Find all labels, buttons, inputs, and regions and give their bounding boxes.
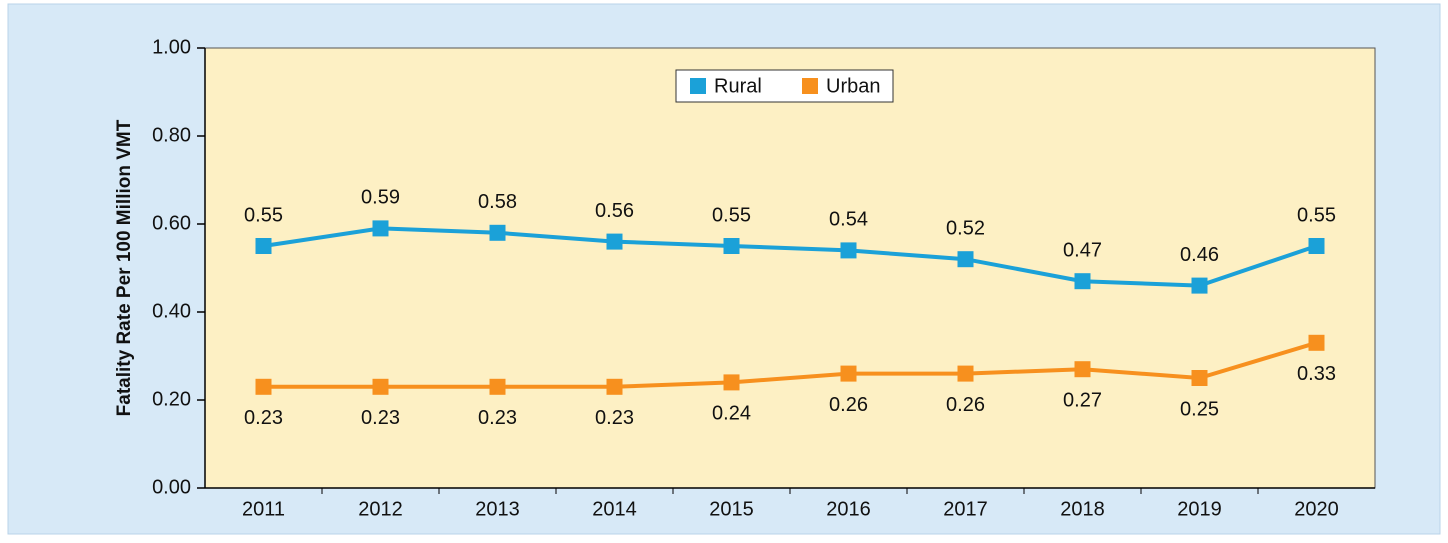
data-label: 0.56 (595, 200, 634, 222)
data-label: 0.23 (361, 407, 400, 429)
y-tick-label: 0.20 (152, 388, 191, 410)
marker (372, 220, 389, 237)
data-label: 0.59 (361, 187, 400, 209)
data-label: 0.55 (244, 204, 283, 226)
marker (1308, 334, 1325, 351)
x-tick-label: 2012 (358, 498, 403, 520)
y-tick-label: 0.40 (152, 300, 191, 322)
legend-swatch (690, 78, 706, 94)
y-tick-label: 0.60 (152, 212, 191, 234)
data-label: 0.47 (1063, 239, 1102, 261)
data-label: 0.24 (712, 403, 751, 425)
data-label: 0.52 (946, 217, 985, 239)
x-tick-label: 2015 (709, 498, 754, 520)
y-axis-label: Fatality Rate Per 100 Million VMT (114, 119, 135, 416)
data-label: 0.23 (478, 407, 517, 429)
data-label: 0.58 (478, 191, 517, 213)
data-label: 0.23 (244, 407, 283, 429)
marker (255, 378, 272, 395)
marker (723, 374, 740, 391)
marker (372, 378, 389, 395)
marker (840, 242, 857, 259)
x-tick-label: 2016 (826, 498, 871, 520)
data-label: 0.33 (1297, 363, 1336, 385)
legend (675, 69, 894, 103)
x-tick-label: 2013 (475, 498, 520, 520)
marker (1074, 273, 1091, 290)
marker (489, 224, 506, 241)
data-label: 0.26 (829, 394, 868, 416)
marker (1308, 238, 1325, 254)
data-label: 0.54 (829, 209, 868, 231)
marker (957, 365, 974, 382)
marker (255, 238, 272, 254)
legend-label: Urban (826, 75, 880, 97)
x-tick-label: 2014 (592, 498, 637, 520)
y-tick-label: 0.00 (152, 476, 191, 498)
x-tick-label: 2017 (943, 498, 988, 520)
legend-label: Rural (714, 75, 762, 97)
data-label: 0.25 (1180, 398, 1219, 420)
marker (723, 238, 740, 254)
data-label: 0.26 (946, 394, 985, 416)
marker (606, 378, 623, 395)
data-label: 0.55 (712, 204, 751, 226)
marker (1191, 370, 1208, 386)
plot-area (204, 47, 1376, 489)
marker (957, 251, 974, 268)
data-label: 0.27 (1063, 389, 1102, 411)
data-label: 0.23 (595, 407, 634, 429)
data-label: 0.55 (1297, 204, 1336, 226)
marker (840, 365, 857, 382)
x-tick-label: 2020 (1294, 498, 1339, 520)
marker (606, 233, 623, 250)
legend-swatch (802, 78, 818, 94)
x-tick-label: 2018 (1060, 498, 1105, 520)
y-tick-label: 0.80 (152, 124, 191, 146)
x-tick-label: 2011 (242, 498, 285, 520)
y-tick-label: 1.00 (152, 36, 191, 58)
marker (1074, 361, 1091, 378)
marker (489, 378, 506, 395)
data-label: 0.46 (1180, 244, 1219, 266)
x-tick-label: 2019 (1177, 498, 1222, 520)
series-line (263, 226, 1318, 288)
series-line (263, 340, 1318, 389)
marker (1191, 277, 1208, 294)
